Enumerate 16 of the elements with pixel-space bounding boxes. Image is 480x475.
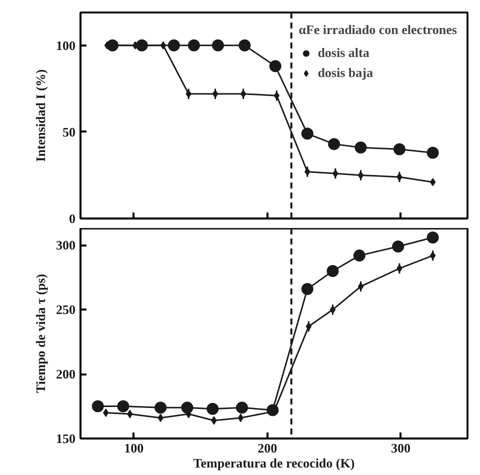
legend-label: dosis alta (318, 45, 370, 61)
x-tick-label: 300 (391, 440, 411, 456)
y-tick-label: 150 (56, 431, 76, 446)
y-tick-label: 0 (69, 211, 76, 226)
y-tick-label: 300 (56, 238, 76, 253)
y-tick-label: 200 (56, 366, 76, 382)
y-axis-title: Tiempo de vida τ (ps) (33, 274, 48, 394)
legend-title: αFe irradiado con electrones (298, 22, 457, 38)
x-tick-label: 100 (124, 440, 144, 456)
x-axis-title: Temperatura de recocido (K) (193, 456, 355, 470)
y-tick-label: 50 (62, 124, 76, 140)
x-tick-label: 200 (258, 440, 278, 456)
y-tick-label: 250 (56, 302, 76, 318)
y-axis-title: Intensidad I (%) (33, 69, 48, 162)
legend-label: dosis baja (318, 65, 373, 81)
y-tick-label: 100 (56, 38, 76, 53)
